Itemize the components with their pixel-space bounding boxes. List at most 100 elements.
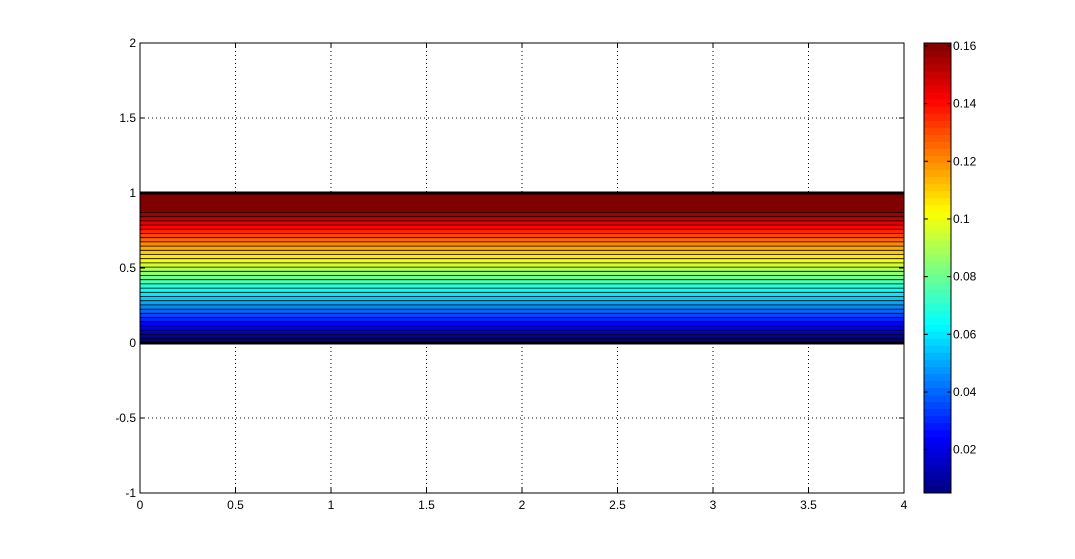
colorbar-tick-label: 0.02 xyxy=(953,443,977,457)
contour-band xyxy=(140,237,904,242)
contour-band xyxy=(140,317,904,322)
colorbar-segment xyxy=(924,359,951,367)
colorbar-segment xyxy=(924,113,951,121)
colorbar-segment xyxy=(924,134,951,142)
x-tick-label: 4 xyxy=(901,498,908,512)
y-tick-label: -0.5 xyxy=(115,411,136,425)
colorbar-segment xyxy=(924,457,951,466)
colorbar-segment xyxy=(924,162,951,171)
colorbar-segment xyxy=(924,275,951,283)
contour-band xyxy=(140,271,904,276)
colorbar-segment xyxy=(924,345,951,353)
colorbar-segment xyxy=(924,464,951,473)
colorbar-segment xyxy=(924,218,951,227)
contour-band xyxy=(140,225,904,230)
colorbar-segment xyxy=(924,99,951,107)
contour-band xyxy=(140,229,904,234)
x-tick-label: 3 xyxy=(710,498,717,512)
colorbar-segment xyxy=(924,380,951,389)
colorbar-segment xyxy=(924,331,951,339)
colorbar-segment xyxy=(924,176,951,185)
colorbar-segment xyxy=(924,183,951,192)
colorbar-segment xyxy=(924,246,951,255)
colorbar-box xyxy=(923,42,952,494)
x-tick-label: 2 xyxy=(519,498,526,512)
colorbar-tick-label: 0.16 xyxy=(953,39,977,53)
colorbar-segment xyxy=(924,253,951,262)
colorbar-segment xyxy=(924,296,951,304)
contour-band xyxy=(140,258,904,263)
colorbar-segment xyxy=(924,141,951,149)
colorbar-tick-label: 0.14 xyxy=(953,97,977,111)
contour-band xyxy=(140,275,904,280)
contour-band xyxy=(140,309,904,314)
colorbar-segment xyxy=(924,485,951,494)
contour-band xyxy=(140,334,904,339)
colorbar-segment xyxy=(924,169,951,178)
colorbar-segment xyxy=(924,64,951,72)
contour-band xyxy=(140,220,904,226)
colorbar-segment xyxy=(924,260,951,269)
colorbar-segment xyxy=(924,57,951,65)
contour-band xyxy=(140,279,904,284)
contour-band xyxy=(140,304,904,310)
colorbar-tick-label: 0.08 xyxy=(953,270,977,284)
x-tick-label: 2.5 xyxy=(609,498,626,512)
colorbar-segment xyxy=(924,197,951,206)
colorbar-segment xyxy=(924,148,951,156)
colorbar-segment xyxy=(924,71,951,79)
colorbar-segment xyxy=(924,317,951,325)
colorbar-segment xyxy=(924,155,951,164)
x-tick-label: 0 xyxy=(137,498,144,512)
colorbar-segment xyxy=(924,43,951,51)
contour-band xyxy=(140,313,904,318)
colorbar-segment xyxy=(924,50,951,58)
x-tick-label: 0.5 xyxy=(227,498,244,512)
colorbar-segment xyxy=(924,478,951,487)
colorbar-segment xyxy=(924,408,951,417)
contour-band xyxy=(140,300,904,305)
colorbar-segment xyxy=(924,366,951,374)
y-tick-label: 1.5 xyxy=(119,111,136,125)
colorbar-segment xyxy=(924,120,951,128)
colorbar-segment xyxy=(924,204,951,213)
x-tick-label: 1 xyxy=(328,498,335,512)
x-tick-label: 1.5 xyxy=(418,498,435,512)
colorbar-segment xyxy=(924,450,951,459)
colorbar-segment xyxy=(924,387,951,396)
contour-band xyxy=(140,212,904,217)
colorbar-segment xyxy=(924,239,951,248)
contour-band xyxy=(140,292,904,297)
contour-band xyxy=(140,246,904,251)
colorbar-tick-label: 0.12 xyxy=(953,154,977,168)
contour-band xyxy=(140,325,904,331)
contour-band xyxy=(140,250,904,255)
contour-band xyxy=(140,233,904,238)
contour-band xyxy=(140,254,904,259)
colorbar-segment xyxy=(924,92,951,100)
colorbar-segment xyxy=(924,310,951,318)
colorbar-tick-label: 0.04 xyxy=(953,385,977,399)
contour-band xyxy=(140,321,904,326)
colorbar-segment xyxy=(924,289,951,297)
x-tick-label: 3.5 xyxy=(800,498,817,512)
colorbar-segment xyxy=(924,394,951,403)
colorbar-segment xyxy=(924,106,951,114)
colorbar-segment xyxy=(924,429,951,438)
colorbar-tick-label: 0.1 xyxy=(953,212,970,226)
contour-band xyxy=(140,216,904,221)
contour-band xyxy=(140,288,904,293)
colorbar-segment xyxy=(924,190,951,199)
contour-band xyxy=(140,262,904,268)
contour-band xyxy=(140,267,904,272)
y-tick-label: 2 xyxy=(129,36,136,50)
y-tick-label: 0 xyxy=(129,336,136,350)
colorbar-segment xyxy=(924,211,951,220)
contour-band xyxy=(140,193,904,213)
colorbar-segment xyxy=(924,232,951,241)
contour-band xyxy=(140,338,904,343)
y-tick-label: -1 xyxy=(125,486,136,500)
contour-band xyxy=(140,241,904,247)
colorbar-segment xyxy=(924,78,951,86)
